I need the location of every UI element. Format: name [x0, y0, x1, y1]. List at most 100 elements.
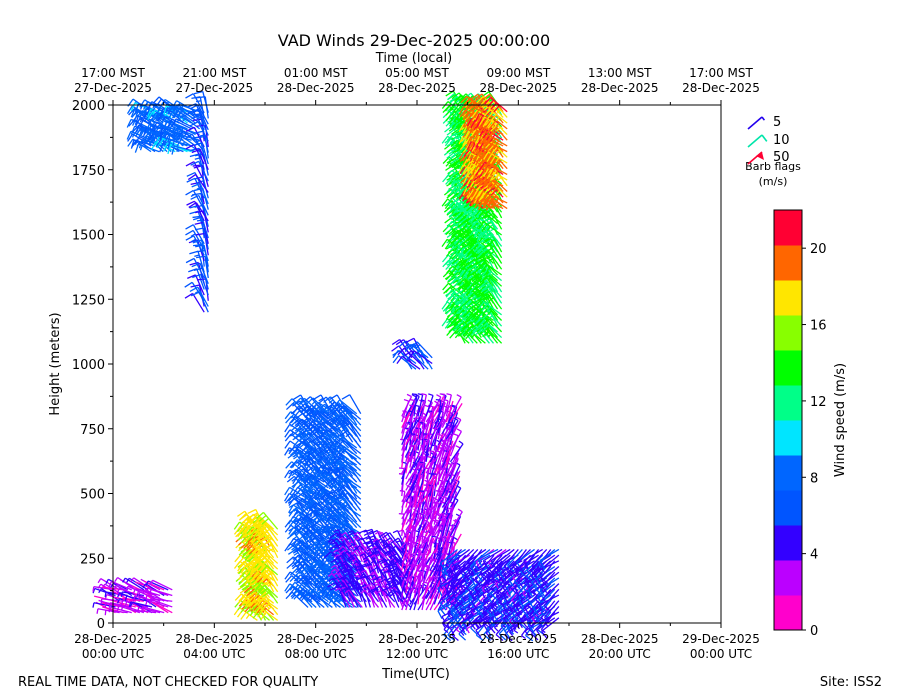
wind-barb [124, 595, 149, 602]
wind-barb [171, 118, 196, 130]
wind-barb-feather [305, 501, 312, 510]
wind-barb-half-feather [329, 409, 335, 414]
wind-barb-feather [254, 548, 262, 556]
wind-barb-half-feather [306, 595, 311, 601]
wind-barb-half-feather [330, 494, 336, 499]
wind-barb-shaft [111, 580, 132, 591]
wind-barb-shaft [303, 577, 317, 597]
wind-barb-half-feather [295, 531, 300, 537]
wind-barb-half-feather [105, 578, 109, 584]
wind-barb-half-feather [262, 545, 267, 551]
wind-barb [338, 477, 362, 494]
wind-barb-feather [296, 582, 304, 591]
wind-barb-shaft [259, 606, 279, 621]
wind-barb-feather [321, 587, 329, 595]
wind-barb-half-feather [301, 488, 306, 494]
wind-barb-half-feather [160, 114, 165, 120]
wind-barb-feather [256, 531, 264, 540]
wind-barb-feather [308, 510, 314, 519]
wind-barb-half-feather [339, 401, 344, 407]
wind-barb-feather [134, 116, 139, 126]
wind-barb [192, 239, 209, 262]
wind-barb-feather [234, 554, 242, 563]
wind-barb-half-feather [313, 563, 318, 569]
wind-barb-feather [301, 575, 308, 584]
wind-barb-feather [304, 509, 311, 518]
wind-barb-feather [321, 433, 328, 442]
wind-barb-feather [284, 571, 291, 580]
wind-barb-feather [312, 514, 319, 524]
wind-barb-feather [185, 144, 195, 150]
wind-barb [339, 503, 362, 523]
wind-barb-feather [292, 514, 299, 523]
wind-barb-half-feather [319, 492, 324, 498]
wind-barb-shaft [310, 587, 329, 603]
wind-barb [333, 462, 358, 477]
wind-barb-feather [196, 278, 207, 281]
wind-barb-feather [329, 537, 338, 545]
wind-barb-feather [327, 464, 336, 472]
wind-barb-half-feather [415, 467, 421, 470]
wind-barb-shaft [198, 195, 209, 216]
wind-barb-feather [336, 521, 343, 531]
wind-barb-half-feather [344, 411, 350, 416]
wind-barb-feather [313, 426, 322, 434]
wind-barb-feather [297, 575, 304, 584]
wind-barb-half-feather [334, 587, 340, 592]
wind-barb-half-feather [136, 589, 140, 595]
wind-barb-half-feather [194, 254, 200, 258]
wind-barb-shaft [198, 109, 209, 131]
wind-barb-half-feather [330, 500, 335, 505]
wind-barb-feather [337, 404, 345, 413]
wind-barb [337, 404, 362, 420]
wind-barb-shaft [122, 591, 145, 597]
wind-barb [337, 484, 362, 500]
wind-barb-feather [240, 559, 248, 568]
wind-barb-feather [253, 584, 261, 593]
wind-barb [338, 511, 362, 529]
wind-barb-feather [293, 410, 300, 419]
wind-barb-feather [244, 599, 252, 607]
wind-barb-half-feather [140, 130, 145, 136]
wind-barb-feather [192, 273, 201, 279]
wind-barb-half-feather [327, 595, 332, 600]
wind-barb-feather [338, 511, 346, 520]
wind-barb-feather [292, 510, 298, 519]
wind-barb-half-feather [342, 477, 347, 483]
wind-barb-half-feather [328, 484, 334, 490]
wind-barb [185, 257, 205, 279]
wind-barb-feather [293, 574, 302, 582]
wind-barb-feather [337, 439, 344, 448]
wind-barb-feather [304, 587, 312, 596]
wind-barb-feather [257, 584, 265, 593]
wind-barb-feather [322, 562, 330, 570]
wind-barb-feather [126, 105, 133, 115]
wind-barb [120, 591, 145, 597]
wind-barb-feather [288, 538, 295, 547]
wind-barb-feather [284, 493, 290, 502]
wind-barb-shaft [192, 293, 205, 313]
wind-barb-feather [333, 462, 340, 471]
wind-barb-half-feather [120, 591, 123, 597]
wind-barb-feather [131, 109, 138, 118]
wind-barb-feather [146, 132, 152, 142]
wind-barb-half-feather [195, 290, 201, 294]
wind-barb [337, 461, 362, 477]
wind-barb-feather [307, 577, 316, 585]
wind-barb-half-feather [293, 455, 298, 460]
wind-barb-shaft [344, 489, 362, 506]
wind-barb-feather [304, 445, 312, 454]
wind-barb-half-feather [330, 568, 336, 573]
wind-barb-feather [296, 468, 304, 477]
wind-barb-shaft [314, 530, 333, 546]
wind-barb-half-feather [190, 193, 196, 197]
wind-barb-shaft [342, 503, 362, 517]
wind-barb-half-feather [329, 421, 335, 426]
wind-barb-feather [246, 513, 254, 522]
wind-barb-feather [190, 147, 200, 152]
wind-barb-feather [316, 589, 323, 599]
wind-barb-shaft [324, 588, 337, 608]
wind-barb-shaft [317, 453, 333, 472]
wind-barb-half-feather [340, 422, 346, 427]
wind-barb-feather [300, 520, 307, 529]
